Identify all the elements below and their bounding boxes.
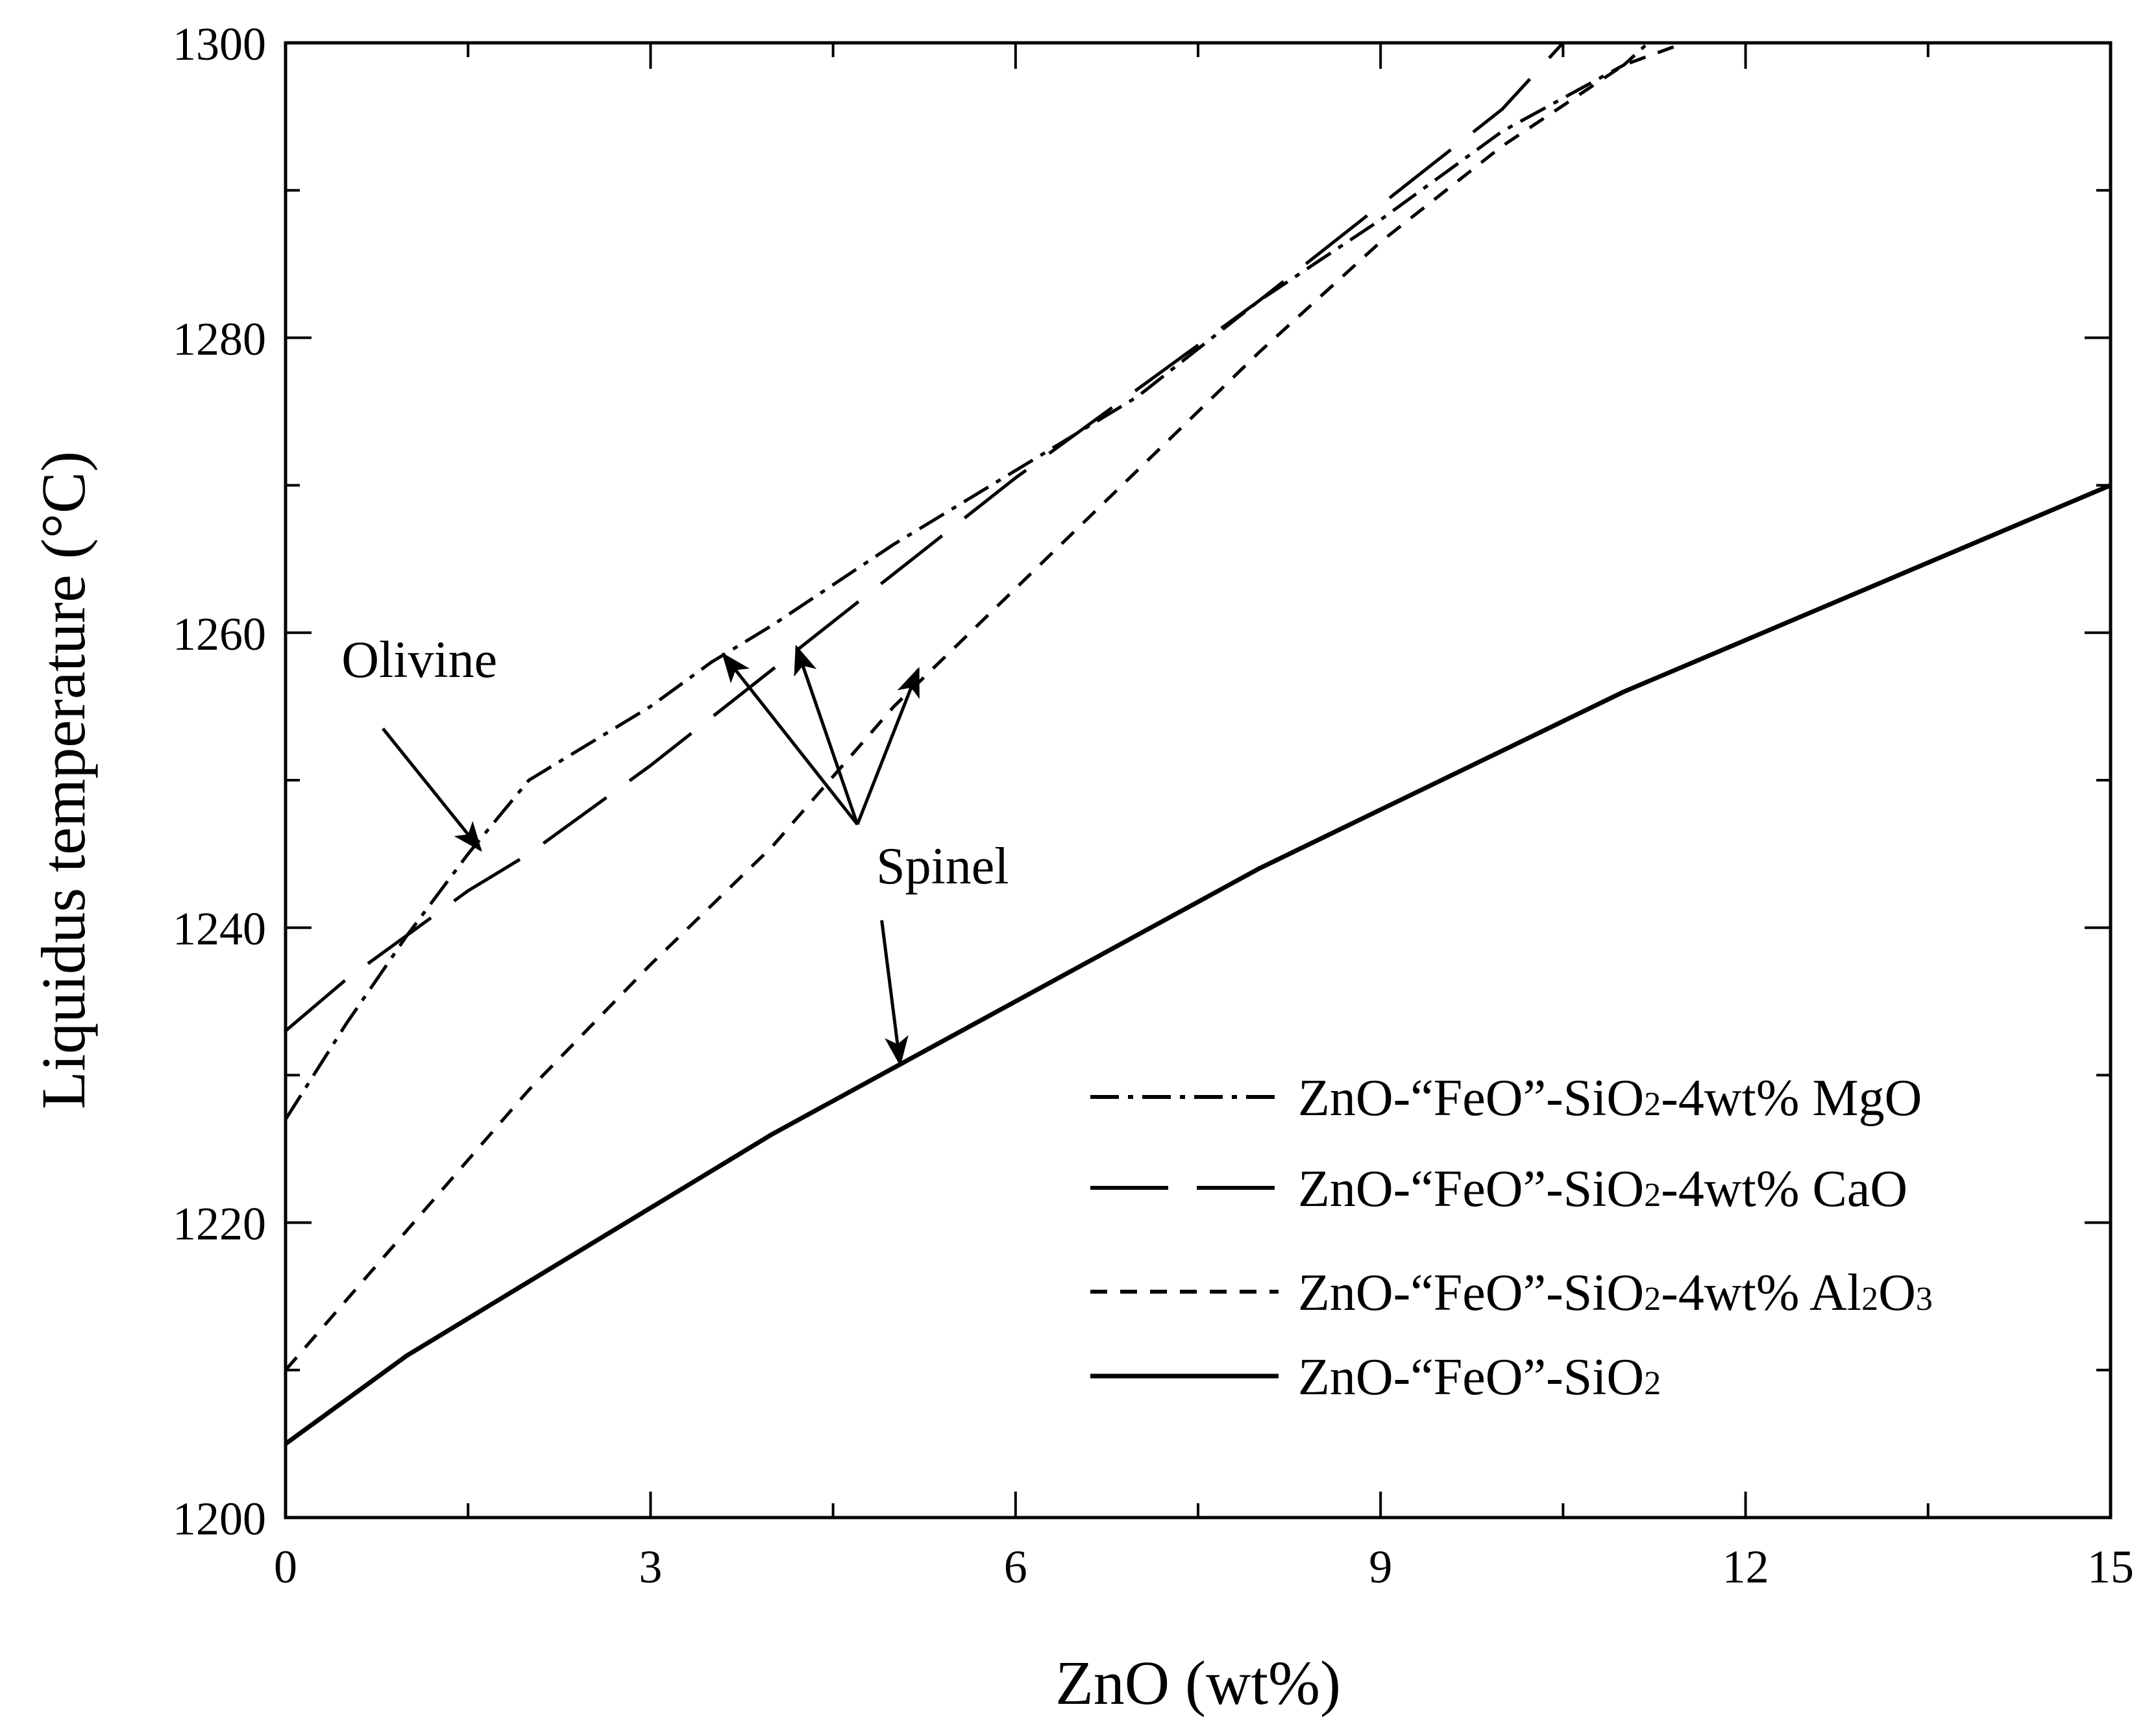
legend-label-1: ZnO-“FeO”-SiO2-4wt% MgO: [1298, 1070, 1922, 1127]
x-axis-label: ZnO (wt%): [1055, 1648, 1341, 1717]
series-line-4: [284, 483, 2112, 1446]
legend: ZnO-“FeO”-SiO2-4wt% MgO ZnO-“FeO”-SiO2-4w…: [1090, 1070, 1933, 1406]
annotation-olivine: Olivine: [341, 632, 497, 689]
x-tick-label: 3: [639, 1541, 662, 1593]
x-tick-label: 0: [274, 1541, 297, 1593]
y-tick-label: 1260: [173, 608, 266, 660]
x-tick-label: 12: [1722, 1541, 1769, 1593]
annotation-arrow: [855, 667, 920, 826]
x-tick-label: 9: [1369, 1541, 1392, 1593]
y-tick-label: 1240: [173, 903, 266, 955]
legend-label-3: ZnO-“FeO”-SiO2-4wt% Al2O3: [1298, 1264, 1933, 1322]
series-line-1: [284, 42, 1650, 1120]
x-tick-labels: 0 3 6 9 12 15: [274, 1541, 2134, 1593]
x-tick-label: 15: [2087, 1541, 2134, 1593]
y-tick-label: 1220: [173, 1198, 266, 1250]
y-tick-labels: 1200 1220 1240 1260 1280 1300: [173, 18, 266, 1545]
series-layer: [284, 41, 2112, 1446]
series-line-2: [284, 42, 1565, 1033]
legend-label-4: ZnO-“FeO”-SiO2: [1298, 1349, 1661, 1406]
y-axis-label: Liquidus temperature (°C): [29, 451, 98, 1109]
annotation-arrow: [722, 652, 859, 826]
legend-label-2: ZnO-“FeO”-SiO2-4wt% CaO: [1298, 1161, 1907, 1218]
annotation-arrow: [794, 645, 859, 825]
axis-ticks: [284, 42, 2112, 1519]
annotation-arrow: [382, 727, 482, 852]
x-tick-label: 6: [1004, 1541, 1027, 1593]
y-tick-label: 1280: [173, 313, 266, 365]
series-line-3: [284, 41, 1685, 1372]
y-tick-label: 1200: [173, 1493, 266, 1545]
annotation-arrow: [880, 920, 909, 1066]
annotations: Olivine Spinel: [341, 632, 1009, 1066]
annotation-spinel: Spinel: [876, 838, 1009, 895]
y-tick-label: 1300: [173, 18, 266, 70]
